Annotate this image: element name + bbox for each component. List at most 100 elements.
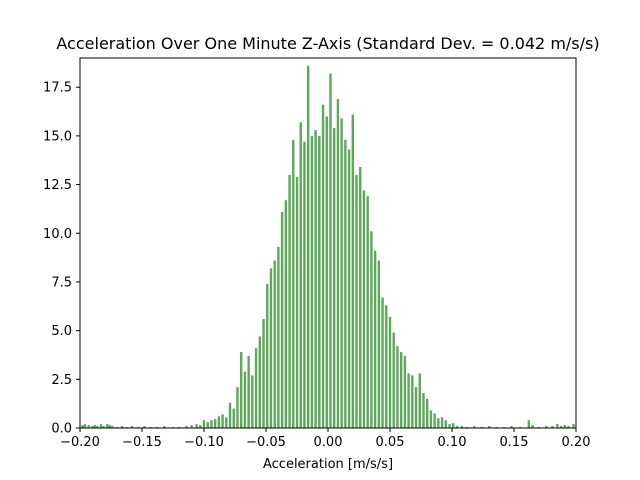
bar <box>277 246 280 428</box>
bar <box>102 426 105 428</box>
y-tick-label: 15.0 <box>43 129 72 144</box>
bar <box>403 355 407 428</box>
plot-frame <box>79 57 577 429</box>
bar <box>292 139 295 429</box>
bar <box>510 426 513 428</box>
bar <box>370 231 373 428</box>
bar <box>347 149 351 428</box>
x-axis: −0.20 −0.15 −0.10 −0.05 0.00 0.05 0.10 0.15 0.20 <box>60 428 590 450</box>
bar <box>414 387 418 428</box>
bar <box>572 424 575 428</box>
bar <box>388 317 392 428</box>
x-tick-label: −0.10 <box>184 435 224 450</box>
x-tick-label: −0.20 <box>60 435 100 450</box>
bar <box>266 283 269 428</box>
bar <box>567 426 570 428</box>
bar <box>199 425 202 428</box>
bar <box>299 122 302 428</box>
bar <box>243 371 247 428</box>
bar <box>340 118 343 429</box>
bar <box>318 135 321 428</box>
y-tick-label: 5.0 <box>51 324 72 339</box>
bar <box>433 413 436 428</box>
bar <box>545 426 548 428</box>
bar <box>273 260 276 428</box>
x-tick-label: 0.20 <box>562 435 591 450</box>
bar <box>232 408 235 428</box>
bar <box>559 426 563 428</box>
bar <box>143 426 146 428</box>
bar <box>411 375 414 428</box>
y-tick-label: 17.5 <box>43 81 72 96</box>
bar <box>473 426 476 428</box>
bar <box>306 65 310 428</box>
bar <box>351 114 354 428</box>
bar <box>440 417 444 428</box>
bar <box>488 426 491 428</box>
bar <box>202 420 206 428</box>
bar <box>531 425 534 428</box>
bar <box>460 426 464 428</box>
bar <box>280 211 284 428</box>
bar <box>426 398 429 428</box>
bar <box>373 250 377 428</box>
bar <box>295 176 299 428</box>
bar <box>303 141 306 429</box>
bar <box>254 348 258 428</box>
y-axis: 0.0 2.5 5.0 7.5 10.0 12.5 15.0 17.5 <box>43 81 80 437</box>
bar <box>355 174 358 428</box>
y-tick-label: 10.0 <box>43 227 72 242</box>
bar <box>333 128 336 429</box>
bar <box>325 116 328 429</box>
bar <box>385 305 388 428</box>
bar <box>185 426 188 428</box>
bar <box>362 190 366 428</box>
y-tick-label: 2.5 <box>51 373 72 388</box>
bar <box>344 139 347 429</box>
bar <box>130 426 134 428</box>
x-axis-label: Acceleration [m/s/s] <box>263 457 393 472</box>
bar <box>336 98 340 428</box>
bar <box>108 425 111 428</box>
bar <box>422 392 425 428</box>
bar <box>551 426 554 428</box>
bar <box>228 402 232 428</box>
bar <box>251 375 254 428</box>
bar <box>399 352 403 428</box>
bar <box>366 196 369 428</box>
bar <box>269 268 273 428</box>
bar <box>392 332 395 428</box>
bar <box>210 420 213 428</box>
bar <box>288 174 291 428</box>
bar <box>96 426 99 428</box>
bar <box>93 425 97 428</box>
bar <box>240 352 243 428</box>
bar <box>247 355 250 428</box>
bar <box>527 420 531 428</box>
bar <box>329 73 332 428</box>
bar <box>217 416 221 428</box>
bar <box>310 135 314 428</box>
y-tick-label: 7.5 <box>51 275 72 290</box>
bar <box>437 418 440 428</box>
bar <box>195 424 198 428</box>
bar <box>429 410 433 428</box>
bar <box>225 417 228 428</box>
bar <box>381 297 384 428</box>
bars-group <box>81 65 575 429</box>
bar <box>213 419 217 428</box>
bar <box>455 426 459 428</box>
bar <box>377 260 381 428</box>
bar <box>258 336 261 428</box>
bar <box>91 426 94 428</box>
x-tick-label: 0.05 <box>376 435 405 450</box>
bar <box>163 426 166 428</box>
x-tick-label: −0.05 <box>246 435 286 450</box>
bar <box>407 373 410 428</box>
x-tick-label: 0.15 <box>500 435 529 450</box>
bar <box>396 346 399 428</box>
x-tick-label: 0.10 <box>438 435 467 450</box>
bar <box>262 318 265 428</box>
bar <box>87 425 90 428</box>
